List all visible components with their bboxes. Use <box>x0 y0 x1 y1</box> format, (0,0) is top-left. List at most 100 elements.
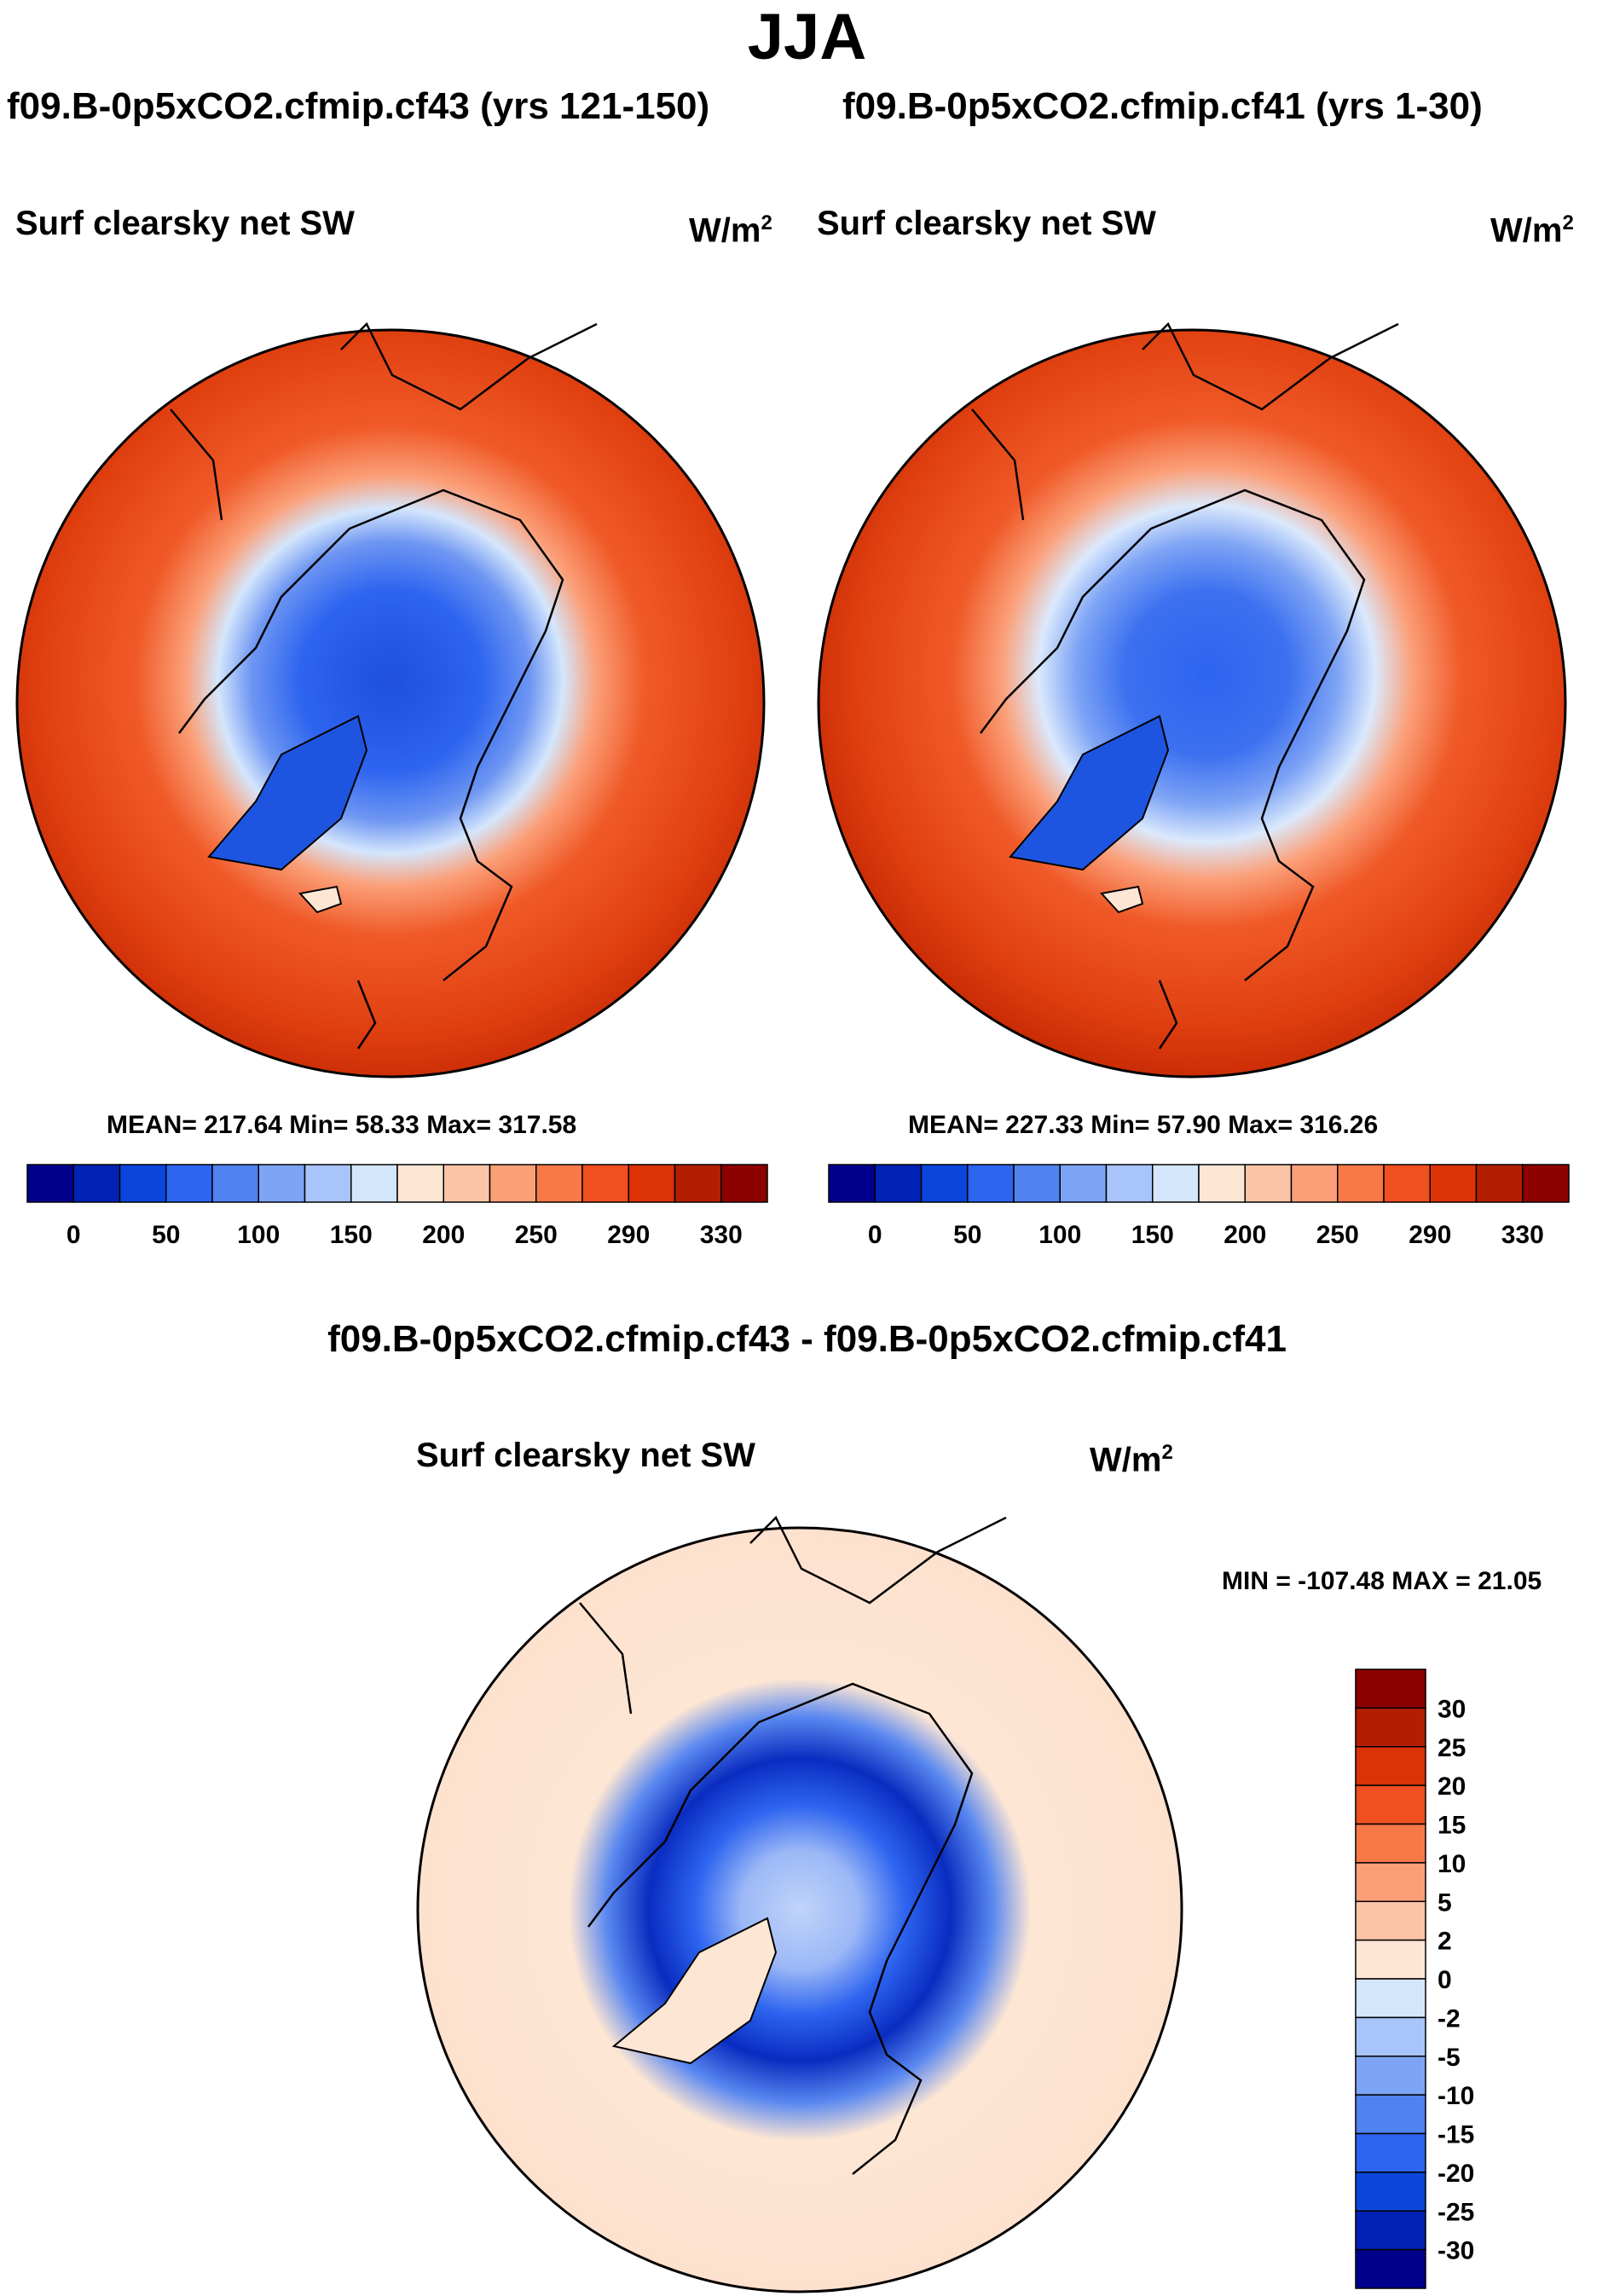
difference-colorbar-swatch-12 <box>1355 2132 1426 2173</box>
difference-colorbar-swatch-3 <box>1355 1784 1426 1825</box>
panel1-colorbar-swatch-10 <box>489 1164 537 1203</box>
difference-title: f09.B-0p5xCO2.cfmip.cf43 - f09.B-0p5xCO2… <box>327 1318 1287 1360</box>
panel2-stats: MEAN= 227.33 Min= 57.90 Max= 316.26 <box>908 1111 1379 1139</box>
panel1-colorbar-tick-label: 0 <box>67 1221 81 1249</box>
panel2-colorbar-swatch-8 <box>1198 1164 1246 1203</box>
difference-colorbar-tick-label: -15 <box>1438 2121 1474 2149</box>
difference-colorbar-tick-label: 0 <box>1438 1966 1452 1994</box>
panel1-colorbar-tick-label: 100 <box>237 1221 280 1249</box>
panel2-colorbar-tick-label: 0 <box>868 1221 882 1249</box>
panel2-colorbar-swatch-2 <box>920 1164 969 1203</box>
difference-colorbar-swatch-9 <box>1355 2016 1426 2057</box>
panel2-colorbar-swatch-0 <box>828 1164 876 1203</box>
difference-colorbar-tick-label: 10 <box>1438 1850 1466 1878</box>
panel2-colorbar-tick-label: 100 <box>1038 1221 1081 1249</box>
difference-colorbar-swatch-10 <box>1355 2056 1426 2096</box>
panel1-colorbar-swatch-15 <box>720 1164 768 1203</box>
panel2-units: W/m2 <box>1490 211 1574 250</box>
panel2-colorbar-swatch-1 <box>874 1164 923 1203</box>
difference-variable: Surf clearsky net SW <box>416 1437 755 1474</box>
panel2-title: f09.B-0p5xCO2.cfmip.cf41 (yrs 1-30) <box>842 85 1483 127</box>
panel2-colorbar-swatch-10 <box>1290 1164 1339 1203</box>
panel2-colorbar-tick-label: 290 <box>1409 1221 1451 1249</box>
panel2-colorbar-tick-label: 250 <box>1316 1221 1359 1249</box>
panel1-colorbar-tick-label: 50 <box>152 1221 180 1249</box>
panel2-colorbar-tick-label: 150 <box>1131 1221 1174 1249</box>
panel1-colorbar-swatch-11 <box>535 1164 583 1203</box>
panel1-map <box>15 321 766 1079</box>
difference-colorbar-tick-label: -10 <box>1438 2082 1474 2110</box>
panel2-colorbar-swatch-11 <box>1337 1164 1385 1203</box>
panel2-colorbar-swatch-12 <box>1383 1164 1431 1203</box>
difference-colorbar-swatch-0 <box>1355 1669 1426 1709</box>
panel1-colorbar-swatch-2 <box>119 1164 167 1203</box>
difference-map <box>416 1515 1183 2293</box>
panel2-variable: Surf clearsky net SW <box>817 205 1156 242</box>
panel1-units: W/m2 <box>689 211 772 250</box>
difference-colorbar-swatch-6 <box>1355 1900 1426 1941</box>
panel1-colorbar-swatch-12 <box>581 1164 629 1203</box>
difference-colorbar-tick-label: -5 <box>1438 2044 1461 2072</box>
panel2-colorbar-swatch-7 <box>1152 1164 1200 1203</box>
difference-colorbar-tick-label: 5 <box>1438 1888 1452 1917</box>
difference-colorbar-tick-label: 15 <box>1438 1812 1466 1840</box>
panel2-colorbar-swatch-13 <box>1429 1164 1478 1203</box>
difference-colorbar-tick-label: 2 <box>1438 1928 1452 1956</box>
difference-colorbar-swatch-5 <box>1355 1862 1426 1902</box>
difference-colorbar-tick-label: 25 <box>1438 1734 1466 1762</box>
panel1-colorbar-tick-label: 200 <box>422 1221 465 1249</box>
panel1-colorbar-tick-label: 250 <box>515 1221 558 1249</box>
panel1-colorbar-swatch-4 <box>211 1164 259 1203</box>
panel1-colorbar-swatch-9 <box>443 1164 491 1203</box>
panel2-map <box>817 321 1567 1079</box>
difference-colorbar-tick-label: -30 <box>1438 2237 1474 2265</box>
panel2-colorbar-swatch-14 <box>1475 1164 1524 1203</box>
panel1-stats: MEAN= 217.64 Min= 58.33 Max= 317.58 <box>107 1111 577 1139</box>
panel1-colorbar-swatch-5 <box>257 1164 306 1203</box>
panel2-greenland <box>1009 714 1170 871</box>
panel1-colorbar-swatch-8 <box>396 1164 444 1203</box>
panel2-map-disk <box>817 328 1567 1079</box>
panel1-iceland <box>298 885 343 914</box>
difference-colorbar-swatch-4 <box>1355 1823 1426 1864</box>
difference-colorbar-tick-label: -25 <box>1438 2198 1474 2226</box>
difference-colorbar-swatch-14 <box>1355 2210 1426 2251</box>
panel1-colorbar-swatch-3 <box>165 1164 213 1203</box>
panel1-colorbar-swatch-1 <box>72 1164 121 1203</box>
difference-colorbar-tick-label: -20 <box>1438 2160 1474 2188</box>
panel2-colorbar: 0 50 100 150 200 250 290 330 <box>828 1164 1570 1249</box>
difference-coastline <box>579 1515 1007 2175</box>
difference-colorbar-swatch-2 <box>1355 1746 1426 1786</box>
panel2-colorbar-swatch-15 <box>1522 1164 1570 1203</box>
difference-units: W/m2 <box>1090 1441 1173 1479</box>
panel1-title: f09.B-0p5xCO2.cfmip.cf43 (yrs 121-150) <box>7 85 710 127</box>
panel1-variable: Surf clearsky net SW <box>15 205 355 242</box>
difference-colorbar-swatch-8 <box>1355 1978 1426 2019</box>
panel2-colorbar-tick-label: 330 <box>1501 1221 1544 1249</box>
panel1-colorbar-swatch-13 <box>628 1164 676 1203</box>
panel1-colorbar-tick-label: 290 <box>607 1221 650 1249</box>
panel2-colorbar-tick-label: 50 <box>953 1221 981 1249</box>
panel2-colorbar-swatch-3 <box>967 1164 1015 1203</box>
difference-colorbar-swatch-13 <box>1355 2172 1426 2212</box>
panel1-colorbar-swatch-7 <box>350 1164 398 1203</box>
panel2-colorbar-swatch-9 <box>1244 1164 1293 1203</box>
panel1-colorbar-tick-label: 330 <box>700 1221 743 1249</box>
panel2-colorbar-swatch-6 <box>1105 1164 1154 1203</box>
difference-minmax: MIN = -107.48 MAX = 21.05 <box>1222 1567 1542 1595</box>
panel1-colorbar-swatch-14 <box>674 1164 722 1203</box>
panel2-colorbar-tick-label: 200 <box>1224 1221 1266 1249</box>
panel1-coastline <box>170 321 598 1050</box>
panel1-greenland <box>207 714 368 871</box>
panel1-colorbar-swatch-0 <box>26 1164 74 1203</box>
panel1-map-disk <box>15 328 766 1079</box>
panel2-colorbar-swatch-5 <box>1059 1164 1108 1203</box>
difference-colorbar-tick-label: 30 <box>1438 1695 1466 1723</box>
panel1-colorbar-tick-label: 150 <box>330 1221 373 1249</box>
difference-colorbar-tick-label: 20 <box>1438 1773 1466 1801</box>
panel2-iceland <box>1100 885 1144 914</box>
difference-map-disk <box>416 1526 1183 2293</box>
difference-colorbar-tick-label: -2 <box>1438 2004 1461 2033</box>
panel1-colorbar: 0 50 100 150 200 250 290 330 <box>26 1164 768 1249</box>
